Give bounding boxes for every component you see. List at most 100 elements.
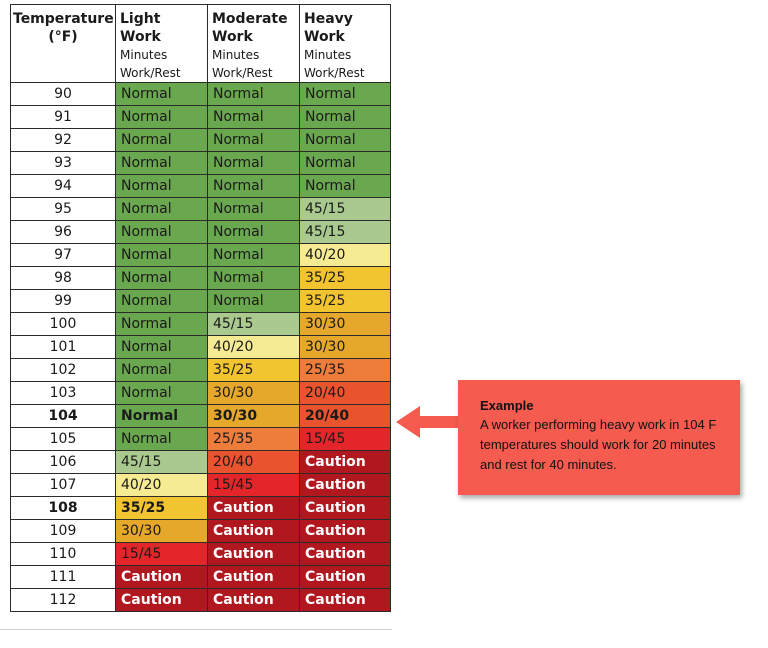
heavy-work-cell: 35/25	[299, 289, 391, 313]
header-light-sub1: Minutes	[120, 48, 168, 62]
header-moderate-work: Moderate Work Minutes Work/Rest	[207, 4, 300, 83]
temperature-cell: 108	[10, 496, 116, 520]
heavy-work-cell: 45/15	[299, 220, 391, 244]
heavy-work-cell: 30/30	[299, 335, 391, 359]
header-heavy-work: Heavy Work Minutes Work/Rest	[299, 4, 391, 83]
temperature-cell: 109	[10, 519, 116, 543]
heavy-work-cell: Caution	[299, 542, 391, 566]
table-row: 105 Normal 25/35 15/45	[10, 427, 391, 451]
heavy-work-cell: Caution	[299, 519, 391, 543]
light-work-cell: Normal	[115, 82, 208, 106]
moderate-work-cell: Normal	[207, 197, 300, 221]
example-title: Example	[480, 398, 534, 413]
moderate-work-cell: Normal	[207, 82, 300, 106]
moderate-work-cell: Normal	[207, 266, 300, 290]
light-work-cell: Normal	[115, 381, 208, 405]
light-work-cell: Normal	[115, 243, 208, 267]
light-work-cell: Normal	[115, 289, 208, 313]
temperature-cell: 101	[10, 335, 116, 359]
heavy-work-cell: Normal	[299, 151, 391, 175]
light-work-cell: 15/45	[115, 542, 208, 566]
moderate-work-cell: 20/40	[207, 450, 300, 474]
moderate-work-cell: Normal	[207, 128, 300, 152]
table-row: 107 40/20 15/45 Caution	[10, 473, 391, 497]
moderate-work-cell: Normal	[207, 174, 300, 198]
light-work-cell: Normal	[115, 335, 208, 359]
light-work-cell: Normal	[115, 220, 208, 244]
heavy-work-cell: Normal	[299, 128, 391, 152]
table-row: 93 Normal Normal Normal	[10, 151, 391, 175]
table-row: 90 Normal Normal Normal	[10, 82, 391, 106]
header-temperature-title: Temperature	[13, 11, 114, 27]
temperature-cell: 112	[10, 588, 116, 612]
light-work-cell: Caution	[115, 588, 208, 612]
temperature-cell: 94	[10, 174, 116, 198]
table-row: 96 Normal Normal 45/15	[10, 220, 391, 244]
header-heavy-sub2: Work/Rest	[304, 66, 365, 80]
table-row: 104 Normal 30/30 20/40	[10, 404, 391, 428]
moderate-work-cell: 15/45	[207, 473, 300, 497]
moderate-work-cell: 30/30	[207, 404, 300, 428]
temperature-cell: 102	[10, 358, 116, 382]
light-work-cell: 35/25	[115, 496, 208, 520]
temperature-cell: 104	[10, 404, 116, 428]
temperature-cell: 97	[10, 243, 116, 267]
heavy-work-cell: 20/40	[299, 404, 391, 428]
header-heavy-title: Heavy	[304, 11, 353, 27]
header-light-work: Light Work Minutes Work/Rest	[115, 4, 208, 83]
temperature-cell: 107	[10, 473, 116, 497]
moderate-work-cell: 35/25	[207, 358, 300, 382]
temperature-cell: 103	[10, 381, 116, 405]
moderate-work-cell: Normal	[207, 151, 300, 175]
header-moderate-sub2: Work/Rest	[212, 66, 273, 80]
moderate-work-cell: Normal	[207, 289, 300, 313]
heavy-work-cell: 15/45	[299, 427, 391, 451]
moderate-work-cell: Normal	[207, 243, 300, 267]
table-row: 106 45/15 20/40 Caution	[10, 450, 391, 474]
light-work-cell: Normal	[115, 404, 208, 428]
temperature-cell: 100	[10, 312, 116, 336]
header-heavy-title2: Work	[304, 29, 345, 45]
moderate-work-cell: Caution	[207, 588, 300, 612]
table-row: 97 Normal Normal 40/20	[10, 243, 391, 267]
table-row: 92 Normal Normal Normal	[10, 128, 391, 152]
heavy-work-cell: Caution	[299, 588, 391, 612]
temperature-cell: 98	[10, 266, 116, 290]
moderate-work-cell: 25/35	[207, 427, 300, 451]
heavy-work-cell: Caution	[299, 565, 391, 589]
moderate-work-cell: 30/30	[207, 381, 300, 405]
light-work-cell: Normal	[115, 427, 208, 451]
temperature-cell: 99	[10, 289, 116, 313]
work-rest-table: Temperature (°F) Light Work Minutes Work…	[10, 4, 391, 612]
heavy-work-cell: Normal	[299, 82, 391, 106]
header-temperature-unit: (°F)	[48, 29, 78, 45]
header-moderate-title: Moderate	[212, 11, 288, 27]
temperature-cell: 105	[10, 427, 116, 451]
table-row: 109 30/30 Caution Caution	[10, 519, 391, 543]
header-light-title: Light	[120, 11, 161, 27]
heavy-work-cell: 25/35	[299, 358, 391, 382]
heavy-work-cell: 30/30	[299, 312, 391, 336]
heavy-work-cell: Normal	[299, 174, 391, 198]
temperature-cell: 106	[10, 450, 116, 474]
temperature-cell: 90	[10, 82, 116, 106]
moderate-work-cell: Caution	[207, 496, 300, 520]
table-row: 102 Normal 35/25 25/35	[10, 358, 391, 382]
light-work-cell: Normal	[115, 266, 208, 290]
table-row: 101 Normal 40/20 30/30	[10, 335, 391, 359]
light-work-cell: Caution	[115, 565, 208, 589]
moderate-work-cell: 40/20	[207, 335, 300, 359]
temperature-cell: 111	[10, 565, 116, 589]
moderate-work-cell: Caution	[207, 565, 300, 589]
light-work-cell: Normal	[115, 197, 208, 221]
light-work-cell: Normal	[115, 312, 208, 336]
heavy-work-cell: 40/20	[299, 243, 391, 267]
table-row: 91 Normal Normal Normal	[10, 105, 391, 129]
table-row: 100 Normal 45/15 30/30	[10, 312, 391, 336]
header-temperature: Temperature (°F)	[10, 4, 116, 83]
moderate-work-cell: Caution	[207, 519, 300, 543]
table-row: 111 Caution Caution Caution	[10, 565, 391, 589]
header-light-title2: Work	[120, 29, 161, 45]
heavy-work-cell: Caution	[299, 496, 391, 520]
header-moderate-sub1: Minutes	[212, 48, 260, 62]
